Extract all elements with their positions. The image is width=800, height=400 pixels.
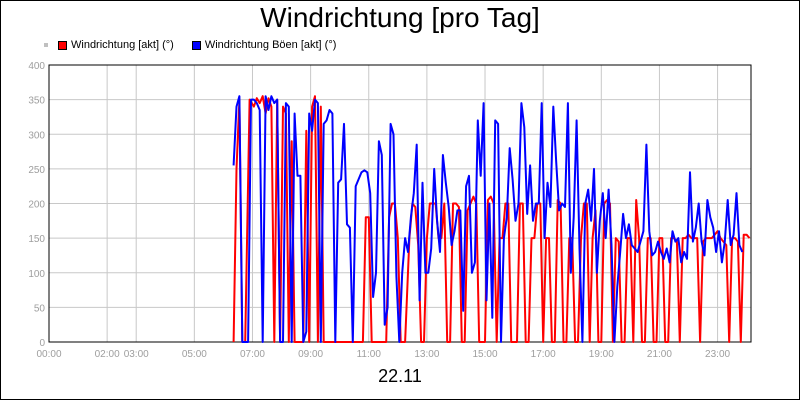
y-tick-label: 150: [28, 234, 45, 245]
legend-item-windrichtung: Windrichtung [akt] (°): [58, 39, 174, 51]
legend: Windrichtung [akt] (°) Windrichtung Böen…: [44, 38, 354, 52]
x-tick-label: 03:00: [124, 349, 149, 360]
x-tick-label: 05:00: [182, 349, 207, 360]
legend-item-boeen: Windrichtung Böen [akt] (°): [191, 39, 337, 51]
legend-swatch-blue: [191, 40, 201, 50]
y-tick-label: 100: [28, 269, 45, 280]
y-tick-label: 250: [28, 165, 45, 176]
y-tick-label: 350: [28, 96, 45, 107]
x-axis-date-label: 22.11: [378, 366, 422, 386]
legend-marker-dot: [44, 43, 48, 47]
y-tick-label: 200: [28, 200, 45, 211]
x-tick-label: 15:00: [473, 349, 498, 360]
legend-label-windrichtung: Windrichtung [akt] (°): [71, 39, 174, 51]
x-tick-label: 23:00: [705, 349, 730, 360]
x-tick-label: 17:00: [531, 349, 556, 360]
x-tick-label: 21:00: [647, 349, 672, 360]
x-tick-label: 07:00: [240, 349, 265, 360]
x-tick-label: 00:00: [36, 349, 61, 360]
x-tick-label: 09:00: [298, 349, 323, 360]
y-tick-label: 50: [34, 303, 46, 314]
series-line-boeen: [232, 95, 744, 343]
x-tick-label: 13:00: [414, 349, 439, 360]
legend-swatch-red: [58, 40, 67, 50]
chart-title: Windrichtung [pro Tag]: [260, 2, 540, 33]
y-tick-label: 400: [28, 61, 45, 72]
legend-label-boeen: Windrichtung Böen [akt] (°): [204, 39, 337, 51]
x-tick-label: 02:00: [95, 349, 120, 360]
y-tick-label: 300: [28, 130, 45, 141]
x-tick-label: 19:00: [589, 349, 614, 360]
x-tick-label: 11:00: [357, 349, 382, 360]
y-tick-label: 0: [39, 338, 45, 349]
